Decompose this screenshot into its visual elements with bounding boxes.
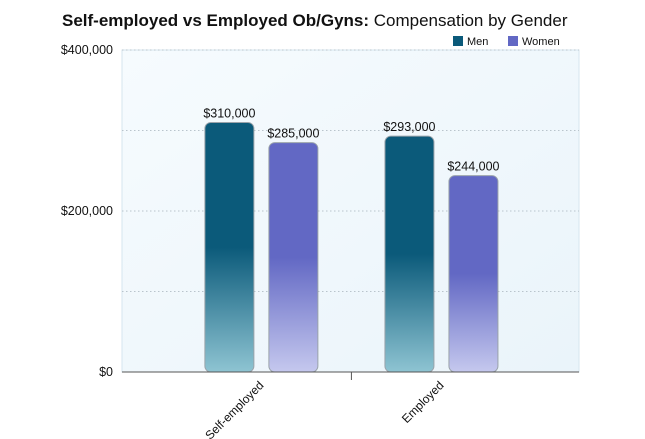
legend-swatch — [453, 36, 463, 46]
data-label: $310,000 — [203, 106, 255, 120]
y-tick-label: $200,000 — [61, 204, 113, 218]
legend-label: Men — [467, 36, 488, 48]
bar-men-self-employed — [204, 121, 255, 373]
x-tick-label: Self-employed — [202, 378, 266, 439]
bar-men-employed — [384, 135, 435, 373]
data-label: $244,000 — [447, 160, 499, 174]
chart-title-rest: Compensation by Gender — [369, 11, 568, 30]
x-tick-label: Employed — [399, 378, 447, 426]
gridlines — [122, 49, 579, 292]
data-labels: $310,000 $285,000 $293,000 $244,000 — [203, 106, 499, 173]
y-tick-label: $400,000 — [61, 43, 113, 57]
legend-item-men: Men — [453, 36, 488, 48]
bar-women-self-employed — [268, 142, 319, 373]
data-label: $293,000 — [383, 120, 435, 134]
legend-swatch — [508, 36, 518, 46]
x-axis: Self-employed Employed — [202, 372, 447, 439]
legend: Men Women — [453, 36, 560, 48]
chart-title: Self-employed vs Employed Ob/Gyns: Compe… — [62, 11, 568, 30]
bar-women-employed — [448, 175, 499, 373]
y-axis: $0 $200,000 $400,000 — [61, 43, 579, 379]
legend-item-women: Women — [508, 36, 560, 48]
chart-title-bold: Self-employed vs Employed Ob/Gyns: — [62, 11, 369, 30]
data-label: $285,000 — [267, 127, 319, 141]
y-tick-label: $0 — [99, 365, 113, 379]
legend-label: Women — [522, 36, 560, 48]
